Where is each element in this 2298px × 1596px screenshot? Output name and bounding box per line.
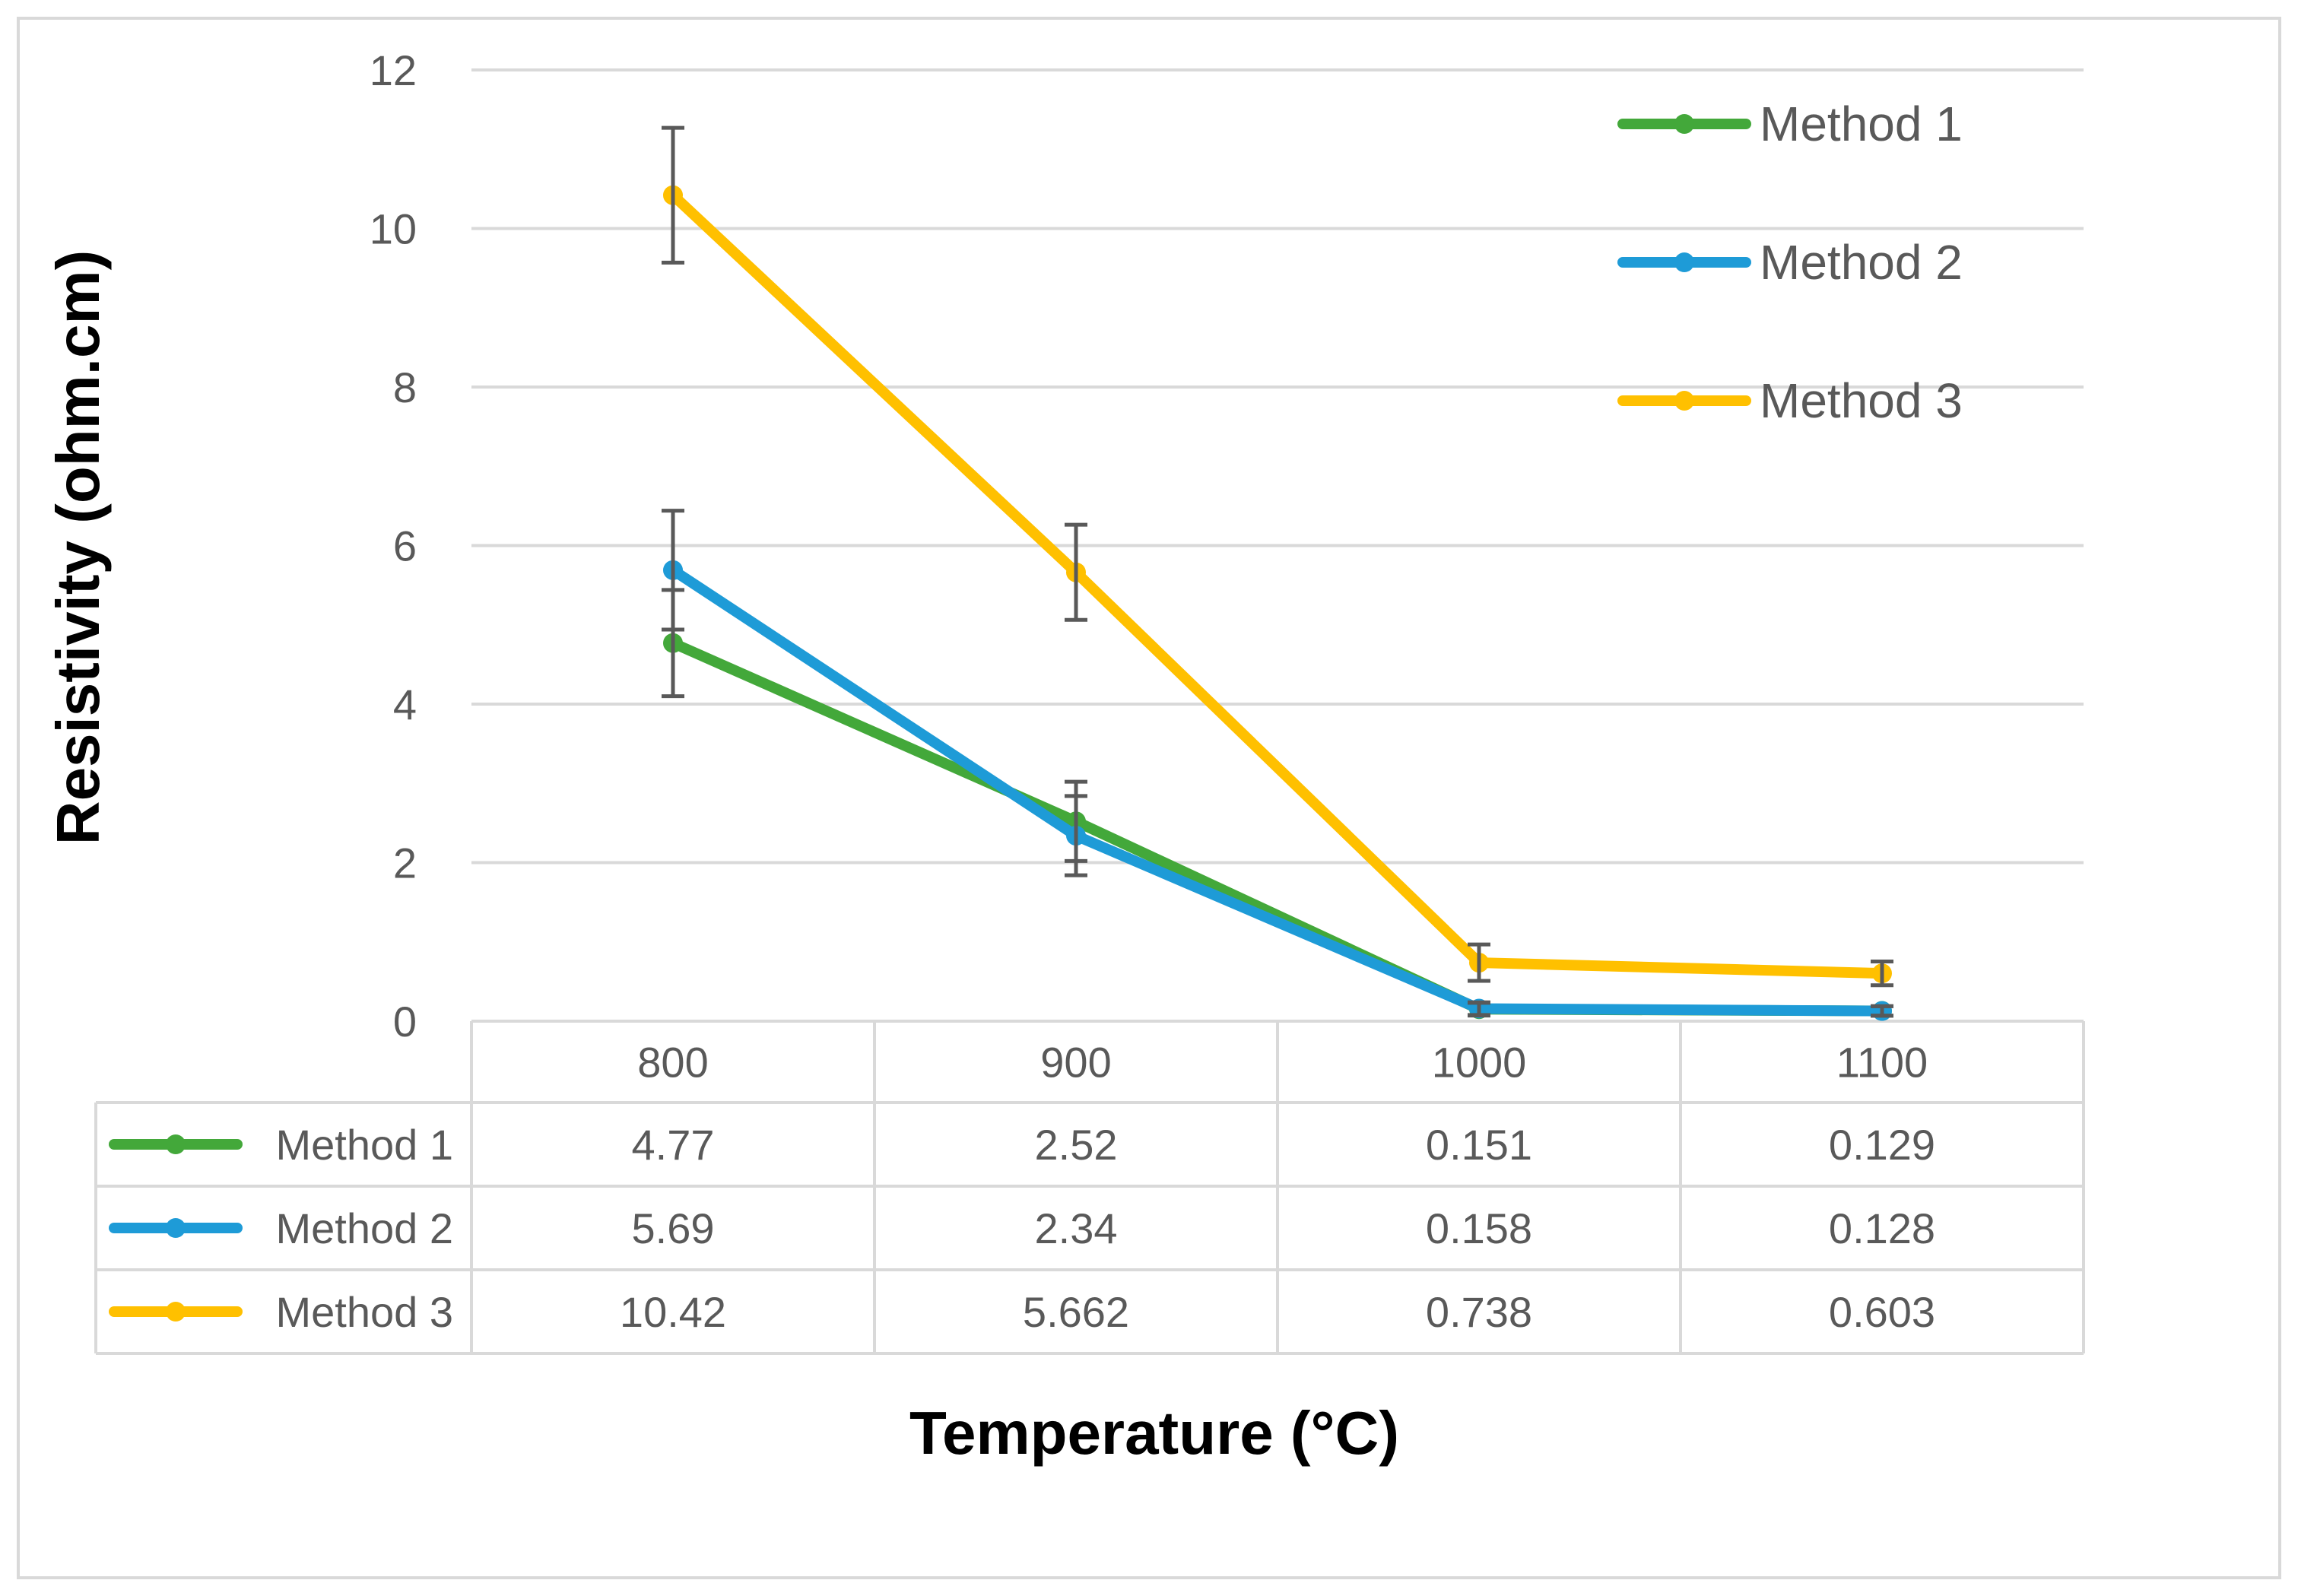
chart-border bbox=[17, 17, 2281, 1579]
y-tick-label: 10 bbox=[370, 205, 417, 253]
x-tick-label: 900 bbox=[1040, 1039, 1111, 1087]
table-cell: 0.129 bbox=[1829, 1121, 1935, 1169]
legend-marker bbox=[1674, 391, 1694, 411]
table-legend-marker bbox=[166, 1218, 186, 1238]
data-table: 800 900 1000 1100 Method 1 4.77 2.52 0.151 0.129… bbox=[94, 1020, 2085, 1355]
legend-marker bbox=[1674, 252, 1694, 272]
table-cell: 2.34 bbox=[1035, 1204, 1118, 1252]
table-cell: 10.42 bbox=[620, 1288, 726, 1336]
y-tick-label: 2 bbox=[393, 839, 417, 887]
table-cell: 2.52 bbox=[1035, 1121, 1118, 1169]
y-tick-label: 12 bbox=[370, 46, 417, 94]
x-tick-label: 1100 bbox=[1836, 1039, 1928, 1087]
legend-label: Method 1 bbox=[1760, 97, 1963, 151]
legend-marker bbox=[1674, 114, 1694, 134]
x-axis-title: Temperature (°C) bbox=[909, 1399, 1399, 1467]
table-cell: 0.738 bbox=[1426, 1288, 1532, 1336]
y-tick-label: 4 bbox=[393, 681, 417, 728]
table-series-name: Method 2 bbox=[276, 1204, 454, 1252]
series-lines bbox=[662, 125, 1893, 1021]
legend-label: Method 2 bbox=[1760, 235, 1963, 290]
legend-label: Method 3 bbox=[1760, 373, 1963, 428]
table-cell: 0.158 bbox=[1426, 1204, 1532, 1252]
error-bars bbox=[662, 125, 1893, 1018]
table-cell: 0.128 bbox=[1829, 1204, 1935, 1252]
y-tick-label: 0 bbox=[393, 998, 417, 1045]
y-tick-label: 6 bbox=[393, 522, 417, 570]
x-tick-label: 800 bbox=[637, 1039, 708, 1087]
series-line bbox=[668, 564, 1887, 1017]
series-line bbox=[668, 189, 1887, 979]
table-legend-marker bbox=[166, 1302, 186, 1322]
table-cell: 5.69 bbox=[632, 1204, 715, 1252]
table-cell: 4.77 bbox=[632, 1121, 715, 1169]
table-series-name: Method 1 bbox=[276, 1121, 454, 1169]
table-cell: 0.151 bbox=[1426, 1121, 1532, 1169]
y-tick-label: 8 bbox=[393, 363, 417, 411]
legend: Method 1 Method 2 Method 3 bbox=[1617, 97, 1963, 428]
table-legend-marker bbox=[166, 1134, 186, 1154]
table-series-name: Method 3 bbox=[276, 1288, 454, 1336]
x-tick-label: 1000 bbox=[1432, 1039, 1527, 1087]
table-cell: 0.603 bbox=[1829, 1288, 1935, 1336]
table-cell: 5.662 bbox=[1023, 1288, 1129, 1336]
y-axis-title: Resistivity (ohm.cm) bbox=[44, 250, 112, 845]
